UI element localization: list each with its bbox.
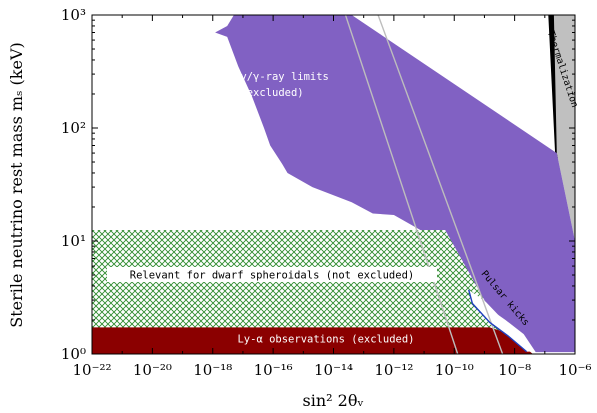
dwarf-label-box (107, 267, 437, 282)
gray-line-1 (344, 15, 459, 354)
x-tick-label: 10⁻¹⁴ (314, 361, 353, 379)
region-relevant-for-dwarf-spheroidals-not-excluded (92, 230, 515, 354)
x-tick-label: 10⁻¹² (374, 361, 413, 379)
x-tick-label: 10⁻¹⁶ (254, 361, 293, 379)
y-tick-label: 10⁰ (61, 345, 86, 363)
region-stability (351, 15, 575, 191)
x-tick-label: 10⁻¹⁰ (435, 361, 474, 379)
pulsar-boundary (468, 289, 528, 353)
region-thermalization (553, 15, 575, 241)
xray-region-label-excluded: (excluded) (240, 87, 303, 99)
x-tick-label: 10⁻¹⁸ (193, 361, 232, 379)
lya-region-label: Ly-α observations (excluded) (237, 334, 414, 346)
gray-line-2 (377, 15, 504, 354)
x-tick-label: 10⁻⁶ (558, 361, 591, 379)
y-tick-label: 10² (61, 119, 86, 137)
y-tick-label: 10³ (61, 6, 86, 24)
y-axis-label: Sterile neutrino rest mass mₛ (keV) (7, 42, 26, 328)
stability-region-label: Stability (457, 56, 514, 68)
dwarf-region-label: Relevant for dwarf spheroidals (not excl… (130, 270, 414, 282)
x-tick-label: 10⁻²² (72, 361, 111, 379)
y-tick-label: 10¹ (61, 232, 86, 250)
region-x-ray-ray-limits-excluded (215, 15, 575, 353)
x-tick-label: 10⁻⁸ (498, 361, 531, 379)
region-ly-observations-excluded (92, 327, 533, 354)
xray-region-label: X-ray/γ-ray limits (215, 71, 329, 83)
x-tick-label: 10⁻²⁰ (133, 361, 172, 379)
x-axis-label: sin² 2θᵥ (303, 391, 364, 410)
